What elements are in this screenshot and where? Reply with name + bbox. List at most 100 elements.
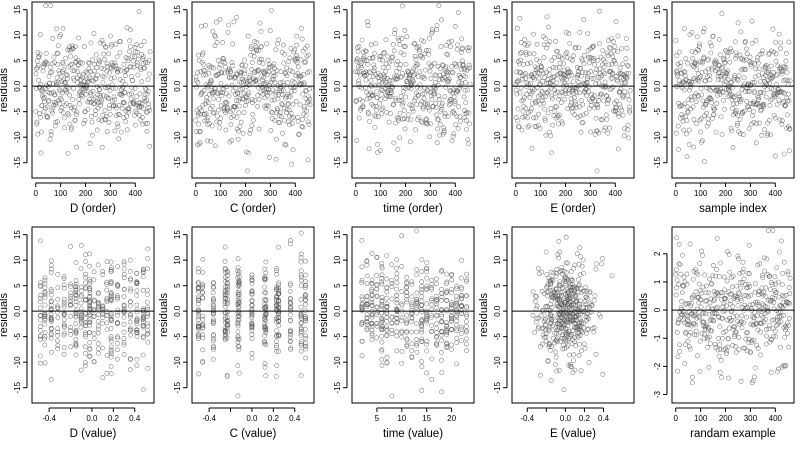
data-point	[297, 102, 303, 108]
data-point	[539, 65, 544, 70]
data-point	[707, 300, 713, 306]
data-point	[615, 49, 620, 54]
data-point	[732, 344, 738, 349]
data-point	[674, 277, 680, 283]
data-point	[565, 66, 570, 72]
data-point	[760, 90, 766, 96]
data-point	[127, 319, 133, 325]
data-point	[86, 78, 91, 84]
data-point	[217, 62, 223, 68]
data-point	[306, 69, 312, 74]
data-point	[446, 39, 452, 45]
data-point	[781, 151, 787, 157]
data-point	[287, 55, 293, 61]
data-point	[265, 57, 271, 63]
data-point	[606, 68, 612, 74]
data-point	[38, 238, 44, 244]
data-point	[463, 323, 469, 329]
data-point	[427, 134, 433, 140]
data-point	[214, 119, 220, 125]
data-point	[717, 369, 723, 375]
data-point	[738, 378, 744, 384]
data-point	[115, 124, 121, 129]
data-point	[63, 55, 69, 61]
points-group	[37, 238, 151, 393]
data-point	[699, 92, 705, 98]
data-point	[409, 294, 415, 300]
data-point	[78, 300, 84, 306]
data-point	[107, 111, 113, 117]
data-point	[623, 36, 629, 42]
data-point	[595, 102, 600, 108]
data-point	[689, 48, 695, 54]
y-tick-label: 15	[13, 5, 22, 14]
data-point	[235, 91, 241, 97]
data-point	[140, 287, 146, 293]
data-point	[386, 119, 392, 125]
data-point	[559, 121, 565, 127]
data-point	[389, 277, 395, 283]
data-point	[428, 64, 434, 70]
data-point	[218, 103, 224, 109]
data-point	[404, 274, 410, 280]
data-point	[726, 49, 732, 55]
data-point	[256, 68, 261, 74]
data-point	[553, 354, 559, 360]
data-point	[424, 301, 430, 307]
data-point	[113, 85, 118, 91]
data-point	[428, 76, 434, 81]
data-point	[758, 89, 764, 95]
data-point	[584, 76, 590, 82]
data-point	[687, 82, 693, 88]
data-point	[377, 148, 383, 154]
data-point	[448, 342, 454, 348]
data-point	[38, 317, 44, 323]
data-point	[699, 138, 705, 144]
data-point	[354, 56, 360, 62]
data-point	[624, 45, 630, 51]
data-point	[424, 348, 429, 354]
data-point	[605, 130, 611, 136]
data-point	[732, 109, 738, 115]
data-point	[205, 138, 210, 144]
data-point	[685, 110, 691, 115]
data-point	[720, 65, 726, 71]
data-point	[397, 66, 402, 71]
data-point	[706, 290, 712, 296]
data-point	[415, 117, 420, 122]
data-point	[270, 87, 276, 93]
data-point	[94, 98, 100, 104]
data-point	[114, 66, 120, 72]
y-tick-label: 10	[173, 255, 182, 264]
data-point	[740, 132, 746, 137]
data-point	[373, 71, 378, 77]
data-point	[224, 84, 230, 90]
x-tick-label: 0.2	[579, 414, 591, 423]
data-point	[618, 105, 624, 111]
data-point	[138, 43, 144, 49]
data-point	[287, 122, 293, 128]
data-point	[718, 114, 724, 120]
data-point	[560, 89, 566, 95]
data-point	[690, 104, 696, 110]
data-point	[588, 68, 594, 74]
data-point	[683, 56, 689, 62]
data-point	[774, 265, 779, 271]
data-point	[277, 120, 282, 126]
data-point	[83, 259, 88, 264]
data-point	[736, 73, 742, 79]
data-point	[699, 69, 705, 75]
y-tick-label: -15	[333, 156, 342, 168]
data-point	[737, 131, 743, 137]
data-point	[93, 112, 98, 117]
data-point	[439, 17, 444, 23]
data-point	[44, 60, 50, 66]
data-point	[740, 110, 746, 116]
data-point	[42, 98, 47, 104]
data-point	[716, 37, 722, 42]
data-point	[457, 119, 463, 124]
data-point	[677, 342, 682, 348]
data-point	[273, 47, 279, 53]
data-point	[54, 26, 60, 32]
